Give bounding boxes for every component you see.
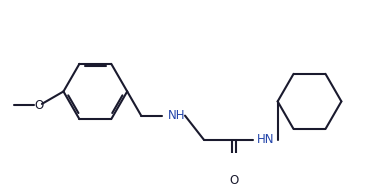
Text: O: O: [35, 99, 44, 112]
Text: NH: NH: [168, 109, 186, 122]
Text: HN: HN: [257, 133, 274, 146]
Text: O: O: [229, 174, 238, 185]
